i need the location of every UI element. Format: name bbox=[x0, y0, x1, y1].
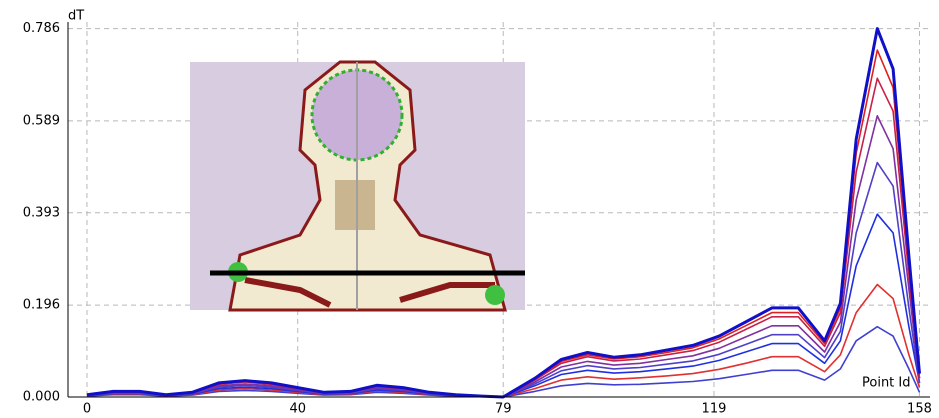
y-tick-label: 0.786 bbox=[23, 21, 60, 36]
y-tick-label: 0.000 bbox=[23, 390, 60, 405]
tick-labels: 0.000 0.196 0.393 0.589 0.786 0 40 79 119 158 bbox=[23, 21, 932, 416]
data-line bbox=[86, 213, 921, 398]
data-line bbox=[86, 115, 921, 398]
y-axis-label: dT bbox=[68, 9, 84, 24]
data-line bbox=[86, 283, 921, 398]
x-axis-label: Point Id bbox=[862, 376, 911, 391]
data-line bbox=[86, 27, 921, 399]
x-tick-label: 158 bbox=[907, 402, 932, 417]
data-line bbox=[86, 325, 921, 398]
data-line bbox=[86, 161, 921, 398]
inset-image bbox=[190, 60, 525, 312]
x-tick-label: 40 bbox=[289, 402, 306, 417]
inset-neck bbox=[335, 180, 375, 230]
y-tick-label: 0.589 bbox=[23, 113, 60, 128]
y-tick-label: 0.393 bbox=[23, 205, 60, 220]
x-tick-label: 0 bbox=[83, 402, 91, 417]
inset-detail bbox=[244, 277, 495, 308]
y-tick-label: 0.196 bbox=[23, 298, 60, 313]
x-tick-label: 119 bbox=[702, 402, 727, 417]
x-tick-label: 79 bbox=[495, 402, 512, 417]
inset-detail bbox=[485, 285, 505, 305]
series-group bbox=[86, 27, 921, 399]
